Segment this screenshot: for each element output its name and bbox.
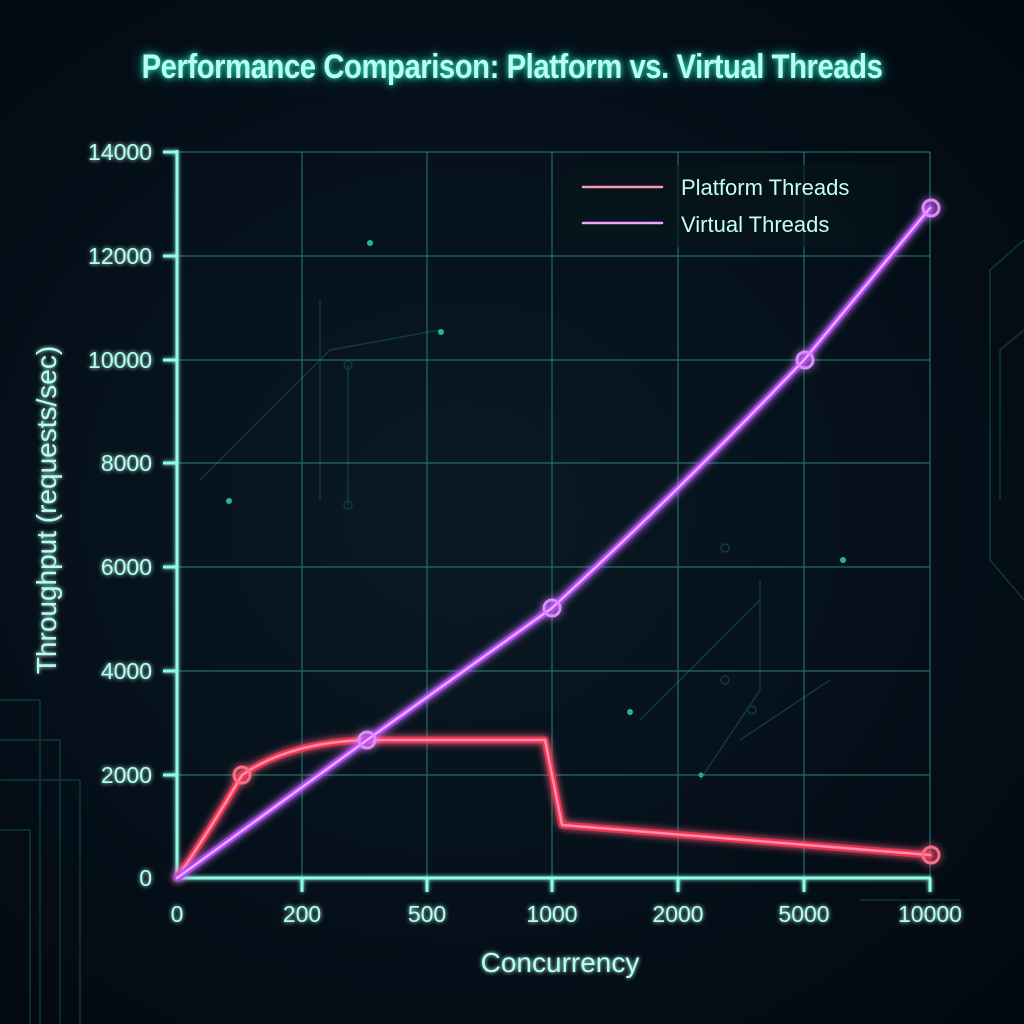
x-tick-label: 5000 [778,901,829,927]
data-point-marker [795,350,815,370]
y-tick-label: 12000 [88,243,152,269]
legend: Platform Threads Virtual Threads [565,165,895,247]
y-axis-label: Throughput (requests/sec) [31,346,62,674]
legend-item-virtual-threads: Virtual Threads [579,212,829,237]
data-point-marker [357,730,377,750]
x-tick-label: 1000 [526,901,577,927]
y-tick-label: 6000 [101,554,152,580]
y-tick-label: 0 [139,865,152,891]
legend-label: Virtual Threads [681,212,829,237]
x-tick-label: 200 [283,901,321,927]
x-tick-label: 500 [408,901,446,927]
x-tick-label: 0 [171,901,184,927]
y-tick-label: 2000 [101,762,152,788]
y-tick-label: 10000 [88,347,152,373]
legend-label: Platform Threads [681,175,849,200]
y-tick-labels: 0 2000 4000 6000 8000 10000 12000 14000 [88,139,152,891]
x-tick-label: 2000 [652,901,703,927]
y-tick-label: 4000 [101,658,152,684]
y-tick-label: 8000 [101,450,152,476]
data-point-marker [921,198,941,218]
series-platform-threads [173,736,941,882]
circuit-background [0,239,1024,1024]
data-point-marker [232,765,252,785]
circuit-nodes [226,240,846,778]
x-tick-label: 10000 [898,901,962,927]
chart-title: Performance Comparison: Platform vs. Vir… [141,48,883,86]
x-tick-labels: 0 200 500 1000 2000 5000 10000 [171,901,962,927]
data-point-marker [921,845,941,865]
series-virtual-threads [173,198,941,882]
x-axis-label: Concurrency [481,947,640,978]
axes [163,150,932,892]
legend-item-platform-threads: Platform Threads [579,175,849,200]
data-point-marker [542,598,562,618]
y-tick-label: 14000 [88,139,152,165]
